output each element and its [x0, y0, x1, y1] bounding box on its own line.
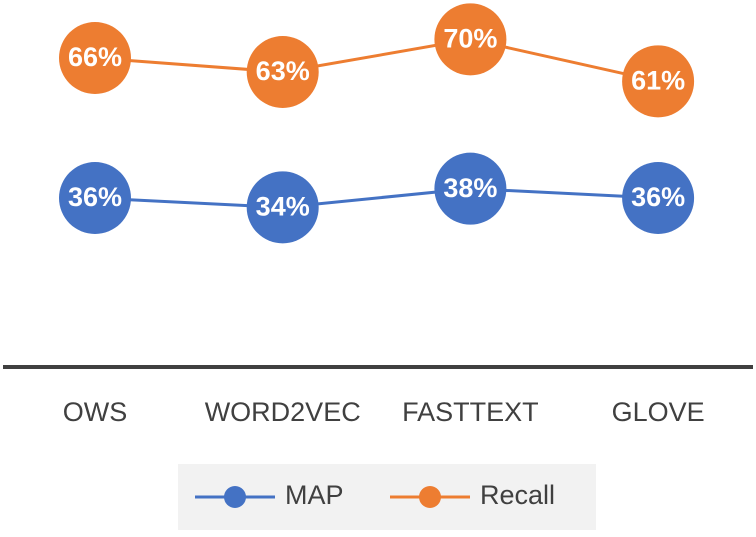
data-point: [434, 152, 507, 225]
x-tick-label: OWS: [63, 397, 128, 427]
data-label: 70%: [443, 23, 497, 53]
data-point: [246, 36, 319, 108]
data-point: [434, 3, 507, 76]
data-label: 36%: [631, 182, 685, 212]
data-point: [622, 45, 695, 118]
data-label: 63%: [256, 56, 310, 86]
x-tick-label: FASTTEXT: [402, 397, 539, 427]
data-label: 61%: [631, 65, 685, 95]
legend-marker: [419, 486, 441, 508]
x-tick-label: WORD2VEC: [205, 397, 361, 427]
data-label: 66%: [68, 42, 122, 72]
data-label: 38%: [443, 173, 497, 203]
data-point: [246, 171, 319, 244]
data-point: [622, 162, 695, 234]
legend-marker: [224, 486, 246, 508]
series-line: [94, 187, 659, 209]
data-label: 34%: [256, 191, 310, 221]
data-point: [59, 162, 131, 234]
legend-label: MAP: [285, 480, 344, 510]
x-tick-label: GLOVE: [612, 397, 705, 427]
data-point: [59, 22, 131, 94]
legend-label: Recall: [480, 480, 555, 510]
data-label: 36%: [68, 182, 122, 212]
series-line: [94, 37, 659, 83]
